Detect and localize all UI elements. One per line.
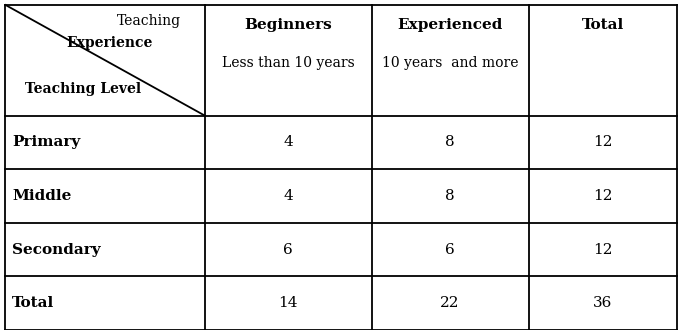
Text: 4: 4 — [283, 189, 293, 203]
Text: 36: 36 — [593, 296, 612, 310]
Text: 6: 6 — [283, 243, 293, 256]
Text: Experience: Experience — [66, 36, 152, 50]
Text: 8: 8 — [445, 189, 455, 203]
Text: 12: 12 — [593, 243, 612, 256]
Text: Beginners: Beginners — [244, 18, 332, 32]
Text: Experienced: Experienced — [398, 18, 503, 32]
Text: 22: 22 — [441, 296, 460, 310]
Text: Less than 10 years: Less than 10 years — [222, 56, 355, 70]
Text: Teaching Level: Teaching Level — [25, 82, 141, 96]
Text: Teaching: Teaching — [117, 14, 181, 28]
Text: 12: 12 — [593, 189, 612, 203]
Text: Primary: Primary — [12, 135, 80, 149]
Text: Middle: Middle — [12, 189, 72, 203]
Text: 6: 6 — [445, 243, 455, 256]
Text: Secondary: Secondary — [12, 243, 101, 256]
Text: Total: Total — [12, 296, 55, 310]
Text: 14: 14 — [278, 296, 298, 310]
Text: 10 years  and more: 10 years and more — [382, 56, 518, 70]
Text: 8: 8 — [445, 135, 455, 149]
Text: 12: 12 — [593, 135, 612, 149]
Text: 4: 4 — [283, 135, 293, 149]
Text: Total: Total — [582, 18, 623, 32]
